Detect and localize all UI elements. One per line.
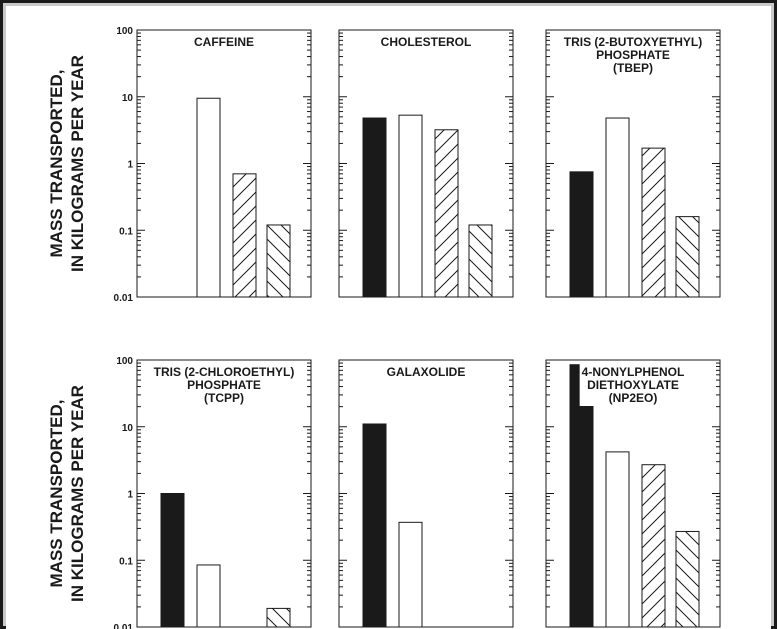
panel-title-line: PHOSPHATE <box>187 378 261 392</box>
y-tick-label: 100 <box>116 26 133 37</box>
panel-title-line: (TCPP) <box>204 391 244 405</box>
y-tick-label: 0.1 <box>119 226 133 237</box>
y-tick-label: 0.01 <box>114 293 134 304</box>
panel-title-backdrop <box>151 364 297 406</box>
y-tick-label: 0.01 <box>114 623 134 629</box>
panel-title: TRIS (2-BUTOXYETHYL)PHOSPHATE(TBEP) <box>564 35 702 75</box>
panel-title-line: DIETHOXYLATE <box>587 378 679 392</box>
y-tick-label: 1 <box>127 490 133 501</box>
panel-title-line: TRIS (2-BUTOXYETHYL) <box>564 35 702 49</box>
bar-hatch-back <box>266 607 291 628</box>
bar-open <box>398 114 423 298</box>
bar-open <box>196 97 221 298</box>
panel-title: CAFFEINE <box>194 35 254 49</box>
y-axis-label-line: IN KILOGRAMS PER YEAR <box>68 55 87 272</box>
bar-hatch-back <box>468 224 493 298</box>
y-tick-label: 0.1 <box>119 556 133 567</box>
bar-solid <box>569 171 594 298</box>
bar-hatch-forward <box>641 464 666 628</box>
panel-title-backdrop <box>561 34 705 76</box>
bar-hatch-back <box>675 530 700 628</box>
panel-title-backdrop <box>378 34 474 50</box>
panel-title-line: GALAXOLIDE <box>387 365 466 379</box>
y-tick-label: 10 <box>122 423 134 434</box>
bar-hatch-back <box>266 224 291 298</box>
panel-title-line: 4-NONYLPHENOL <box>582 365 685 379</box>
y-axis-label-line: MASS TRANSPORTED, <box>47 70 66 258</box>
bar-hatch-back <box>675 216 700 298</box>
panel-title: GALAXOLIDE <box>387 365 466 379</box>
bar-hatch-forward <box>641 147 666 298</box>
panel-title-line: (NP2EO) <box>609 391 658 405</box>
bar-open <box>196 564 221 628</box>
panel-title-line: PHOSPHATE <box>596 48 670 62</box>
panel-title-line: CHOLESTEROL <box>381 35 472 49</box>
bar-open <box>398 521 423 628</box>
chart-panel-1: 100 10 1 0.1 0.01 MASS TRANSPORTED, IN KILOGRA… <box>47 26 312 304</box>
panel-title-line: TRIS (2-CHLOROETHYL) <box>154 365 295 379</box>
panel-title: CHOLESTEROL <box>381 35 472 49</box>
bar-solid <box>160 493 185 628</box>
bar-solid <box>362 117 387 298</box>
panel-title-line: CAFFEINE <box>194 35 254 49</box>
bar-open <box>605 451 630 628</box>
panel-title-backdrop <box>384 364 468 380</box>
y-tick-label: 1 <box>127 160 133 171</box>
bar-hatch-forward <box>232 173 257 298</box>
y-axis-label-line: IN KILOGRAMS PER YEAR <box>68 385 87 602</box>
chart-panel-3: TRIS (2-BUTOXYETHYL)PHOSPHATE(TBEP) <box>545 29 721 298</box>
panel-title-line: (TBEP) <box>613 61 653 75</box>
panel-title-backdrop <box>579 364 687 406</box>
bar-solid <box>362 423 387 628</box>
chart-panel-2: CHOLESTEROL <box>338 29 514 298</box>
y-axis-label: MASS TRANSPORTED, IN KILOGRAMS PER YEAR <box>47 385 87 602</box>
y-tick-label: 100 <box>116 356 133 367</box>
bar-open <box>605 117 630 298</box>
y-tick-label: 10 <box>122 93 134 104</box>
y-axis-label: MASS TRANSPORTED, IN KILOGRAMS PER YEAR <box>47 55 87 272</box>
y-axis-label-line: MASS TRANSPORTED, <box>47 400 66 588</box>
panel-title: TRIS (2-CHLOROETHYL)PHOSPHATE(TCPP) <box>154 365 295 405</box>
chart-panel-4: 100 10 1 0.1 0.01 MASS TRANSPORTED, IN KILOGRA… <box>47 356 312 629</box>
panel-title-backdrop <box>192 34 256 50</box>
bar-hatch-forward <box>434 129 459 298</box>
chart-panel-5: GALAXOLIDE <box>338 359 514 628</box>
